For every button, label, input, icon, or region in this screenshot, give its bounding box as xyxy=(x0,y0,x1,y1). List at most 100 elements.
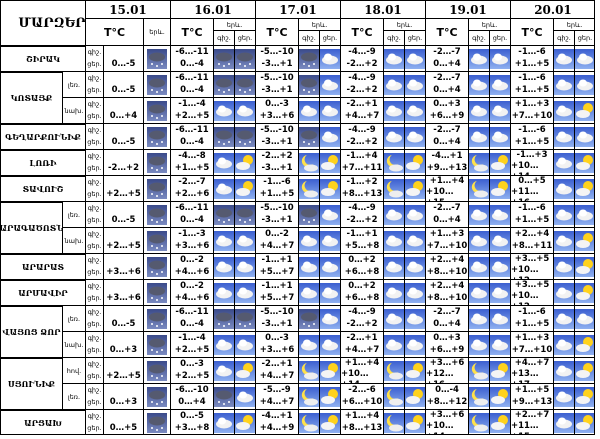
icon-cell xyxy=(383,409,404,435)
temp: -1…-3 +3…+6 xyxy=(170,227,213,253)
weather-icon xyxy=(469,126,489,147)
temp-label: T°C xyxy=(521,25,543,39)
weather-icon xyxy=(554,178,574,199)
night-label: գիշ. xyxy=(87,411,102,420)
icon-cell xyxy=(383,227,404,253)
day-header: ցեր. xyxy=(574,30,595,45)
temp: +1…+3 +7…+10 xyxy=(425,227,468,253)
temp: 0…-5 xyxy=(103,71,143,97)
night-label: գիշ. xyxy=(87,333,102,342)
day-temp: +3…+6 xyxy=(259,111,295,122)
icon-cell xyxy=(298,71,319,97)
weather-icon xyxy=(405,386,425,407)
night-temp: -4…-9 xyxy=(348,202,376,213)
icon-cell xyxy=(553,201,574,227)
temp: -1…-6 +1…+5 xyxy=(255,175,298,201)
icon-cell xyxy=(383,201,404,227)
weather-icon xyxy=(490,178,510,199)
icon-cell xyxy=(234,227,255,253)
weather-icon xyxy=(469,334,489,355)
day-temp: +10…+15 xyxy=(426,187,454,201)
icon-cell xyxy=(213,305,234,331)
weather-icon xyxy=(575,230,595,251)
temp-header: T°C xyxy=(510,18,553,45)
day-temp: +8…+13 xyxy=(341,189,383,200)
temp-text: 0…-5 xyxy=(111,215,136,225)
night-temp: -4…-9 xyxy=(348,124,376,135)
day-temp: -2…+2 xyxy=(346,85,378,96)
day-temp: +4…+7 xyxy=(259,241,295,252)
region-text: ՎԱՅՈՑ ՁՈՐ xyxy=(2,327,61,337)
weather-icon xyxy=(299,412,319,433)
day-temp: +11…+15 xyxy=(511,421,539,435)
weather-icon xyxy=(469,204,489,225)
weather-icon xyxy=(320,308,340,329)
icon-cell xyxy=(468,227,489,253)
day-temp: +2…+5 xyxy=(174,111,210,122)
temp: 0…-4 +8…+12 xyxy=(425,383,468,409)
night-temp: 0…+5 xyxy=(518,176,546,186)
day-temp: +7…+10 xyxy=(426,241,468,252)
day-temp: 0…+4 xyxy=(433,59,461,70)
weather-icon xyxy=(384,256,404,277)
icon-cell xyxy=(213,409,234,435)
temp: -1…+2 +8…+13 xyxy=(340,175,383,201)
icon-cell xyxy=(319,409,340,435)
weather-icon xyxy=(575,126,595,147)
day-temp: +11…+16 xyxy=(511,187,539,201)
weather-icon xyxy=(575,204,595,225)
weather-icon xyxy=(554,386,574,407)
night-label: գիշ. xyxy=(87,177,102,186)
weather-icon xyxy=(299,230,319,251)
night-label: գիշ. xyxy=(87,281,102,290)
weather-icon xyxy=(469,386,489,407)
temp: -1…-6 +1…+5 xyxy=(510,201,553,227)
day-temp: -2…+2 xyxy=(346,59,378,70)
weather-icon xyxy=(469,74,489,95)
evening-label: երև. xyxy=(149,28,165,36)
weather-icon xyxy=(299,308,319,329)
icon-cell xyxy=(234,97,255,123)
weather-icon xyxy=(214,152,234,173)
period-label: գիշ. ցեր. xyxy=(85,97,103,123)
icon-cell xyxy=(143,227,170,253)
weather-icon xyxy=(575,412,595,433)
icon-cell xyxy=(234,253,255,279)
icon-cell xyxy=(319,357,340,383)
icon-cell xyxy=(298,305,319,331)
temp: -6…-11 0…-4 xyxy=(170,71,213,97)
night-temp: -5…-10 xyxy=(260,306,294,317)
icon-cell xyxy=(574,149,595,175)
icon-cell xyxy=(468,357,489,383)
temp: -5…-9 +4…+7 xyxy=(255,383,298,409)
night-temp: -1…-6 xyxy=(518,72,546,83)
night-temp: -2…+1 xyxy=(346,332,378,343)
weather-icon xyxy=(214,74,234,95)
weather-icon xyxy=(147,126,167,147)
icon-cell xyxy=(553,149,574,175)
temp: +1…+3 +7…+10 xyxy=(510,97,553,123)
temp: -2…-7 0…+4 xyxy=(425,45,468,71)
icon-cell xyxy=(383,331,404,357)
day-label: ցեր. xyxy=(87,60,102,69)
night-temp: -2…-7 xyxy=(433,72,461,83)
day-temp: +3…+8 xyxy=(174,423,210,434)
temp-text: 0…-5 xyxy=(111,59,136,69)
night-temp: -4…-9 xyxy=(348,72,376,83)
night-label: գիշ. xyxy=(87,359,102,368)
weather-icon xyxy=(299,256,319,277)
icon-cell xyxy=(143,45,170,71)
weather-icon xyxy=(147,100,167,121)
weather-icon xyxy=(405,48,425,69)
night-temp: 0…-2 xyxy=(180,280,204,291)
icon-cell xyxy=(319,227,340,253)
evening-label: երև. xyxy=(566,20,583,29)
night-temp: +3…+6 xyxy=(429,410,465,420)
night-temp: -2…+1 xyxy=(261,358,293,369)
temp: +3…+6+10…+14 xyxy=(425,409,468,435)
icon-cell xyxy=(234,331,255,357)
zone-text: լեռ. xyxy=(67,392,81,401)
night-temp: +4…+7 xyxy=(514,358,550,368)
night-temp: -1…+4 xyxy=(346,150,378,161)
night-label: գիշ. xyxy=(87,47,102,56)
